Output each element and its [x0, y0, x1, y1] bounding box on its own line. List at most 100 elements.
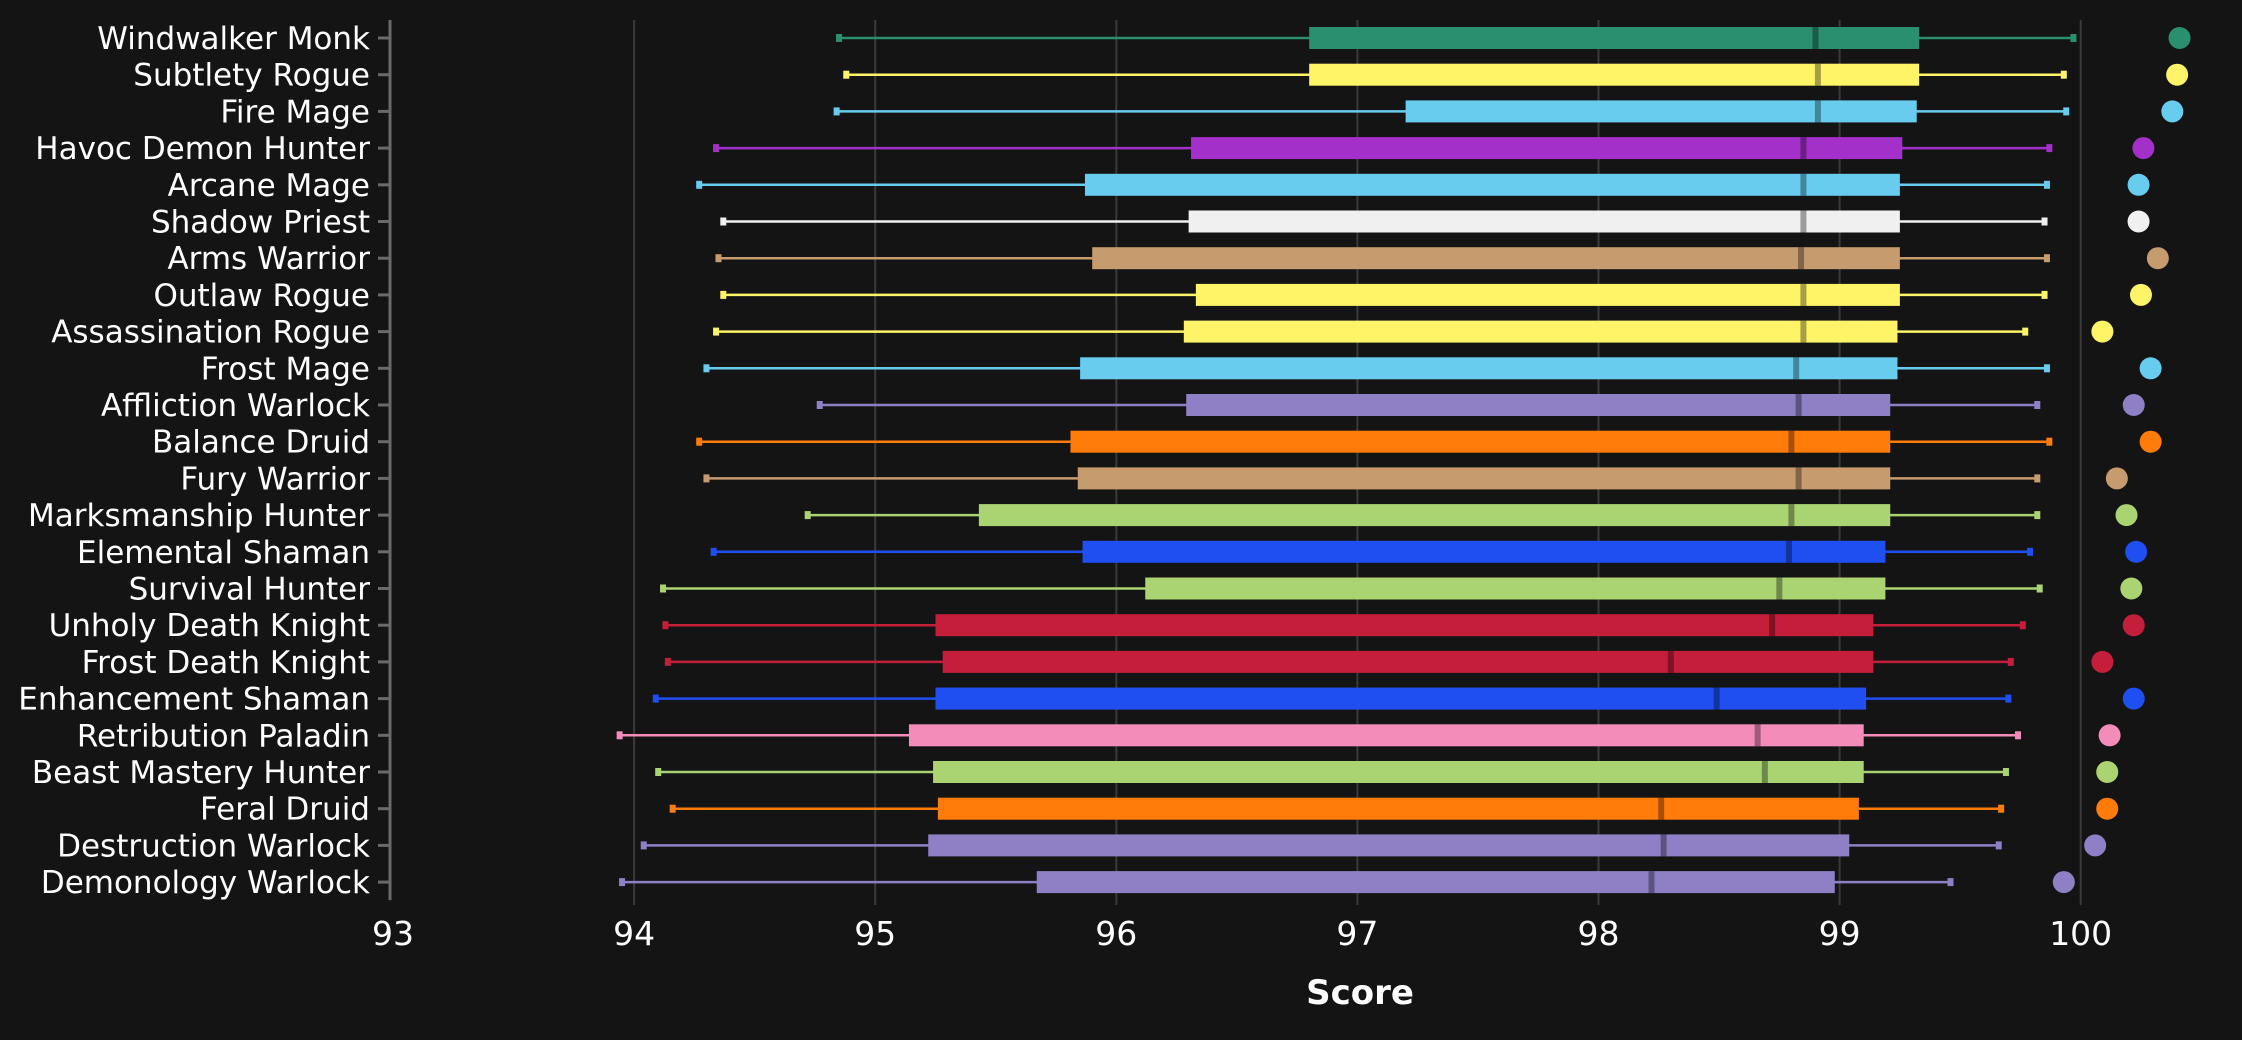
max-dot-elemental-shaman [2125, 541, 2147, 563]
median-fire-mage [1815, 100, 1821, 122]
box-unholy-death-knight [935, 614, 1873, 636]
whisker-cap-low-balance-druid [696, 438, 702, 446]
median-affliction-warlock [1796, 394, 1802, 416]
box-destruction-warlock [928, 834, 1849, 856]
chart-container: 93 94 95 96 97 98 99 100 Windwalker Monk Subtlety… [0, 0, 2242, 1035]
whisker-cap-low-arcane-mage [696, 181, 702, 189]
category-label-demonology-warlock: Demonology Warlock [41, 865, 370, 901]
whisker-cap-high-shadow-priest [2042, 218, 2048, 226]
median-beast-mastery-hunter [1762, 761, 1768, 783]
whisker-cap-high-subtlety-rogue [2061, 71, 2067, 79]
whisker-cap-low-feral-druid [670, 805, 676, 813]
category-label-fury-warrior: Fury Warrior [180, 461, 370, 497]
category-label-elemental-shaman: Elemental Shaman [77, 535, 370, 571]
max-dot-frost-mage [2140, 357, 2162, 379]
category-label-unholy-death-knight: Unholy Death Knight [49, 608, 370, 644]
box-enhancement-shaman [935, 688, 1866, 710]
whisker-cap-low-marksmanship-hunter [805, 511, 811, 519]
whisker-cap-high-unholy-death-knight [2020, 621, 2026, 629]
category-label-survival-hunter: Survival Hunter [129, 572, 371, 608]
median-arms-warrior [1798, 247, 1804, 269]
whisker-cap-low-assassination-rogue [713, 328, 719, 336]
box-beast-mastery-hunter [933, 761, 1864, 783]
box-shadow-priest [1189, 211, 1900, 233]
median-subtlety-rogue [1815, 64, 1821, 86]
box-plot-chart: 93 94 95 96 97 98 99 100Windwalker MonkSubtlety… [0, 0, 2242, 1035]
whisker-cap-high-affliction-warlock [2034, 401, 2040, 409]
median-demonology-warlock [1649, 871, 1655, 893]
category-label-shadow-priest: Shadow Priest [151, 205, 370, 241]
max-dot-havoc-demon-hunter [2132, 137, 2154, 159]
whisker-cap-low-unholy-death-knight [662, 621, 668, 629]
whisker-cap-low-beast-mastery-hunter [655, 768, 661, 776]
median-assassination-rogue [1800, 321, 1806, 343]
max-dot-windwalker-monk [2169, 27, 2191, 49]
box-marksmanship-hunter [979, 504, 1890, 526]
median-frost-mage [1793, 357, 1799, 379]
max-dot-outlaw-rogue [2130, 284, 2152, 306]
x-tick-label-93: 93 [372, 914, 414, 953]
x-tick-label-96: 96 [1095, 914, 1137, 953]
category-label-destruction-warlock: Destruction Warlock [57, 828, 370, 864]
category-label-fire-mage: Fire Mage [220, 94, 370, 130]
category-label-havoc-demon-hunter: Havoc Demon Hunter [35, 131, 370, 167]
box-elemental-shaman [1083, 541, 1886, 563]
whisker-cap-low-destruction-warlock [641, 841, 647, 849]
median-frost-death-knight [1668, 651, 1674, 673]
max-dot-arcane-mage [2128, 174, 2150, 196]
box-fury-warrior [1078, 467, 1891, 489]
whisker-cap-high-beast-mastery-hunter [2003, 768, 2009, 776]
whisker-cap-high-marksmanship-hunter [2034, 511, 2040, 519]
box-feral-druid [938, 798, 1859, 820]
box-windwalker-monk [1309, 27, 1919, 49]
max-dot-feral-druid [2096, 798, 2118, 820]
max-dot-arms-warrior [2147, 247, 2169, 269]
x-tick-label-99: 99 [1819, 914, 1861, 953]
median-havoc-demon-hunter [1800, 137, 1806, 159]
max-dot-destruction-warlock [2084, 834, 2106, 856]
max-dot-survival-hunter [2120, 578, 2142, 600]
box-arcane-mage [1085, 174, 1900, 196]
median-marksmanship-hunter [1788, 504, 1794, 526]
max-dot-subtlety-rogue [2166, 64, 2188, 86]
x-tick-label-95: 95 [854, 914, 896, 953]
whisker-cap-high-fury-warrior [2034, 474, 2040, 482]
whisker-cap-high-havoc-demon-hunter [2046, 144, 2052, 152]
max-dot-beast-mastery-hunter [2096, 761, 2118, 783]
box-frost-death-knight [943, 651, 1874, 673]
whisker-cap-low-shadow-priest [720, 218, 726, 226]
whisker-cap-high-retribution-paladin [2015, 731, 2021, 739]
whisker-cap-low-demonology-warlock [619, 878, 625, 886]
median-destruction-warlock [1661, 834, 1667, 856]
whisker-cap-high-frost-death-knight [2008, 658, 2014, 666]
x-axis-title: Score [1306, 973, 1414, 1013]
whisker-cap-high-outlaw-rogue [2042, 291, 2048, 299]
box-arms-warrior [1092, 247, 1900, 269]
category-label-subtlety-rogue: Subtlety Rogue [133, 58, 370, 94]
category-label-arms-warrior: Arms Warrior [167, 241, 370, 277]
category-label-outlaw-rogue: Outlaw Rogue [153, 278, 370, 314]
category-label-frost-death-knight: Frost Death Knight [82, 645, 370, 681]
x-tick-label-97: 97 [1336, 914, 1378, 953]
median-windwalker-monk [1812, 27, 1818, 49]
whisker-cap-high-arcane-mage [2044, 181, 2050, 189]
median-retribution-paladin [1755, 724, 1761, 746]
whisker-cap-high-fire-mage [2063, 107, 2069, 115]
axis-layer [378, 20, 390, 900]
category-label-enhancement-shaman: Enhancement Shaman [18, 682, 370, 718]
median-elemental-shaman [1786, 541, 1792, 563]
whisker-cap-high-assassination-rogue [2022, 328, 2028, 336]
whisker-cap-low-havoc-demon-hunter [713, 144, 719, 152]
median-fury-warrior [1796, 467, 1802, 489]
category-label-marksmanship-hunter: Marksmanship Hunter [28, 498, 370, 534]
box-subtlety-rogue [1309, 64, 1919, 86]
whisker-cap-low-frost-mage [703, 364, 709, 372]
whisker-cap-high-feral-druid [1998, 805, 2004, 813]
median-outlaw-rogue [1800, 284, 1806, 306]
whisker-cap-low-subtlety-rogue [843, 71, 849, 79]
max-dot-enhancement-shaman [2123, 688, 2145, 710]
box-frost-mage [1080, 357, 1897, 379]
whisker-cap-low-fire-mage [834, 107, 840, 115]
box-balance-druid [1070, 431, 1890, 453]
whisker-cap-low-survival-hunter [660, 585, 666, 593]
